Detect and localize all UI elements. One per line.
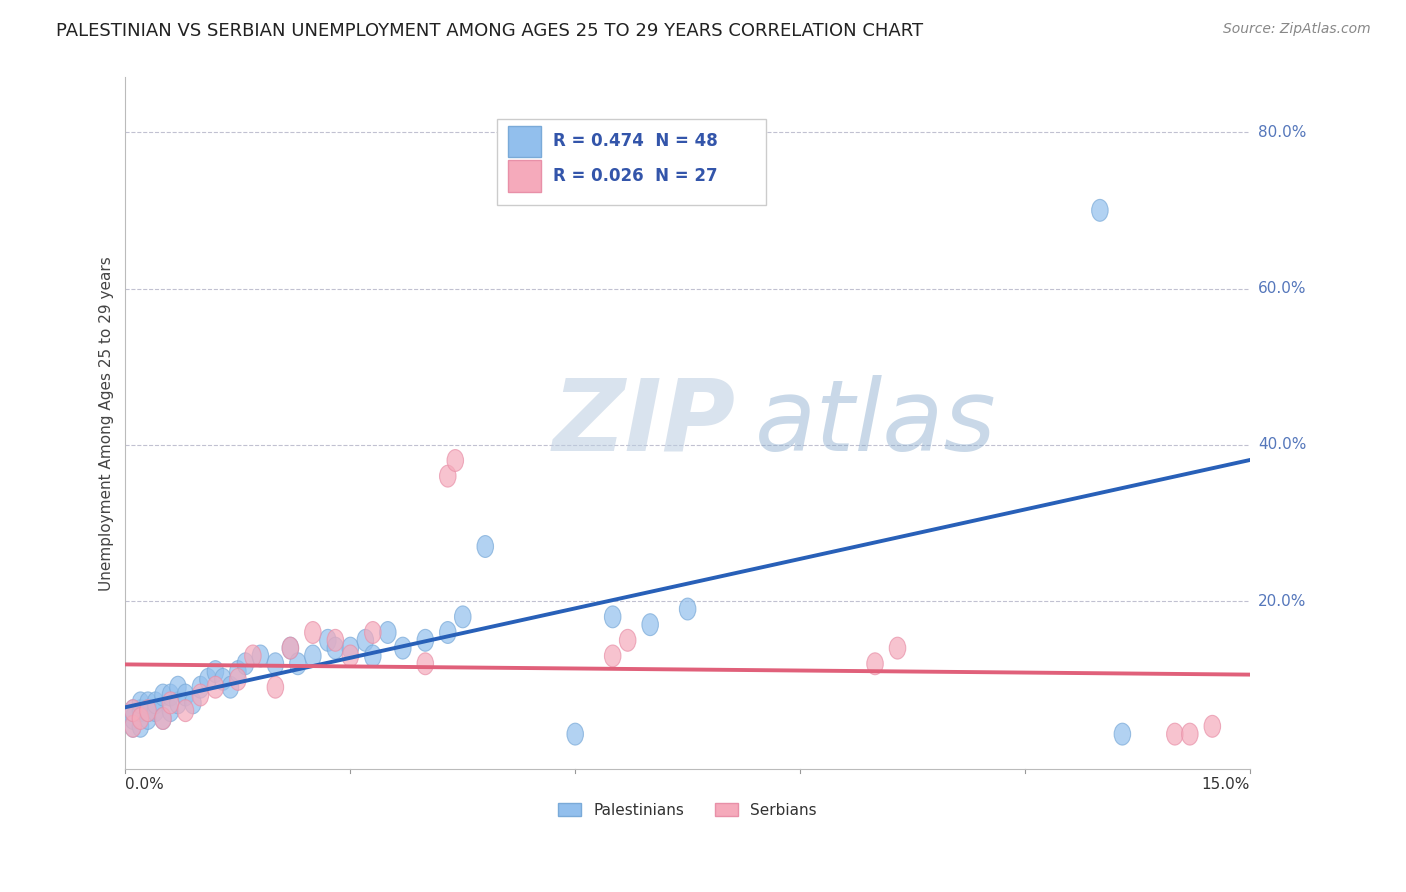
Ellipse shape [283,637,298,659]
Ellipse shape [679,599,696,620]
Ellipse shape [290,653,307,674]
Ellipse shape [319,630,336,651]
Ellipse shape [418,653,433,674]
Text: 15.0%: 15.0% [1202,777,1250,792]
Ellipse shape [357,630,374,651]
Ellipse shape [328,630,343,651]
Ellipse shape [364,645,381,667]
Ellipse shape [132,715,149,738]
Ellipse shape [267,676,284,698]
Text: R = 0.026  N = 27: R = 0.026 N = 27 [553,167,717,185]
FancyBboxPatch shape [496,119,766,205]
Ellipse shape [380,622,396,643]
Ellipse shape [395,637,411,659]
Ellipse shape [245,645,262,667]
Ellipse shape [125,707,141,730]
Ellipse shape [177,699,194,722]
Ellipse shape [222,676,239,698]
Ellipse shape [207,676,224,698]
Text: atlas: atlas [755,375,997,472]
Ellipse shape [229,668,246,690]
Ellipse shape [162,692,179,714]
Text: 60.0%: 60.0% [1258,281,1306,296]
Ellipse shape [605,606,621,628]
Text: PALESTINIAN VS SERBIAN UNEMPLOYMENT AMONG AGES 25 TO 29 YEARS CORRELATION CHART: PALESTINIAN VS SERBIAN UNEMPLOYMENT AMON… [56,22,924,40]
Ellipse shape [215,668,231,690]
Ellipse shape [139,699,156,722]
Ellipse shape [162,684,179,706]
Ellipse shape [454,606,471,628]
Ellipse shape [148,692,163,714]
Ellipse shape [155,684,172,706]
Text: 0.0%: 0.0% [125,777,165,792]
Text: ZIP: ZIP [553,375,735,472]
Ellipse shape [207,661,224,682]
Ellipse shape [889,637,905,659]
Ellipse shape [305,622,321,643]
Ellipse shape [132,699,149,722]
Ellipse shape [184,692,201,714]
Ellipse shape [328,637,343,659]
Ellipse shape [305,645,321,667]
Ellipse shape [440,466,456,487]
Text: R = 0.474  N = 48: R = 0.474 N = 48 [553,132,717,150]
Ellipse shape [125,699,141,722]
Text: Source: ZipAtlas.com: Source: ZipAtlas.com [1223,22,1371,37]
Legend: Palestinians, Serbians: Palestinians, Serbians [553,797,823,824]
Ellipse shape [418,630,433,651]
Ellipse shape [267,653,284,674]
Ellipse shape [1204,715,1220,738]
Ellipse shape [193,676,208,698]
Ellipse shape [440,622,456,643]
Ellipse shape [567,723,583,745]
Ellipse shape [139,699,156,722]
Text: 20.0%: 20.0% [1258,594,1306,608]
Ellipse shape [155,707,172,730]
Ellipse shape [1181,723,1198,745]
Ellipse shape [643,614,658,636]
Ellipse shape [132,692,149,714]
Ellipse shape [605,645,621,667]
Ellipse shape [139,707,156,730]
Ellipse shape [1167,723,1182,745]
FancyBboxPatch shape [508,161,541,192]
FancyBboxPatch shape [508,126,541,157]
Ellipse shape [200,668,217,690]
Ellipse shape [125,699,141,722]
Ellipse shape [477,535,494,558]
Text: 80.0%: 80.0% [1258,125,1306,140]
Ellipse shape [1091,200,1108,221]
Ellipse shape [229,661,246,682]
Text: 40.0%: 40.0% [1258,437,1306,452]
Ellipse shape [155,707,172,730]
Ellipse shape [132,707,149,730]
Ellipse shape [193,684,208,706]
Y-axis label: Unemployment Among Ages 25 to 29 years: Unemployment Among Ages 25 to 29 years [100,256,114,591]
Ellipse shape [125,715,141,738]
Ellipse shape [170,676,186,698]
Ellipse shape [364,622,381,643]
Ellipse shape [139,692,156,714]
Ellipse shape [170,692,186,714]
Ellipse shape [283,637,298,659]
Ellipse shape [1114,723,1130,745]
Ellipse shape [447,450,464,472]
Ellipse shape [148,699,163,722]
Ellipse shape [238,653,253,674]
Ellipse shape [162,699,179,722]
Ellipse shape [177,684,194,706]
Ellipse shape [866,653,883,674]
Ellipse shape [252,645,269,667]
Ellipse shape [342,645,359,667]
Ellipse shape [620,630,636,651]
Ellipse shape [342,637,359,659]
Ellipse shape [125,715,141,738]
